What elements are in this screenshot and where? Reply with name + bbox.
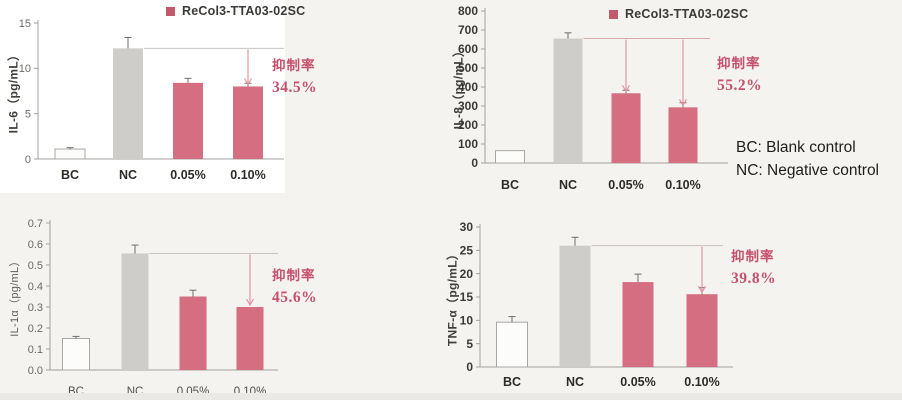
y-tick-label: 0.3 [28, 302, 43, 314]
inhibition-arrow-head [246, 298, 254, 307]
il6-inhibition-annotation: 抑制率 34.5% [272, 59, 317, 95]
y-tick-label: 700 [458, 23, 478, 37]
inhibition-arrow-head [244, 78, 252, 86]
y-tick-label: 300 [458, 99, 478, 113]
bar-BC [62, 338, 90, 371]
legend-label: ReCol3-TTA03-02SC [182, 4, 306, 18]
bar-0.10% [233, 86, 263, 159]
legend-label: ReCol3-TTA03-02SC [625, 7, 749, 21]
chart-il6: 0 5 10 15 BC NC 0.05% 0.10% [19, 18, 284, 182]
tnfa-y-axis-title: TNF-α（pg/mL） [445, 247, 460, 347]
y-tick-label: 0 [25, 154, 31, 166]
y-tick-label: 0.7 [28, 218, 43, 230]
inhibition-rate-value: 55.2% [717, 76, 763, 94]
bar-BC [54, 148, 86, 160]
y-tick-label: 0.6 [28, 239, 43, 251]
x-category-label: 0.10% [665, 178, 700, 192]
x-category-label: 0.05% [608, 178, 643, 192]
inhibition-arrow-head [622, 84, 630, 93]
y-tick-label: 30 [460, 220, 474, 234]
x-category-label: BC [501, 178, 519, 192]
y-tick-label: 20 [460, 267, 474, 281]
y-tick-label: 10 [460, 314, 474, 328]
legend-swatch-icon [609, 9, 618, 19]
y-tick-label: 500 [458, 61, 478, 75]
inhibition-rate-value: 34.5% [272, 78, 318, 96]
negative-control-note: NC: Negative control [736, 162, 880, 179]
blank-control-note: BC: Blank control [736, 139, 856, 156]
x-category-label: BC [503, 375, 521, 389]
y-tick-label: 10 [19, 63, 31, 75]
bar-0.05% [622, 282, 654, 367]
y-tick-label: 100 [458, 137, 478, 151]
bottom-strip [0, 393, 902, 400]
x-category-label: 0.05% [620, 375, 655, 389]
bar-NC [121, 253, 149, 370]
y-tick-label: 25 [460, 244, 474, 258]
y-tick-label: 400 [458, 80, 478, 94]
x-category-label: NC [119, 168, 137, 182]
bar-NC [553, 38, 583, 163]
x-category-label: NC [559, 178, 577, 192]
tnfa-inhibition-annotation: 抑制率 39.8% [731, 250, 776, 286]
legend-il6: ReCol3-TTA03-02SC [166, 4, 305, 18]
y-tick-label: 15 [460, 290, 474, 304]
chart-il1a: 0.00.10.20.30.40.50.60.7BC NC 0.05% 0.10% [28, 218, 278, 398]
il8-inhibition-annotation: 抑制率 55.2% [717, 57, 762, 93]
inhibition-arrow-head [698, 285, 706, 294]
bar-0.05% [611, 93, 641, 163]
y-tick-label: 5 [466, 337, 473, 351]
y-tick-label: 800 [458, 4, 478, 18]
x-category-label: 0.10% [230, 168, 265, 182]
il8-y-axis-title: IL-8（pg/mL） [451, 44, 466, 130]
y-tick-label: 200 [458, 118, 478, 132]
inhibition-rate-value: 45.6% [272, 288, 318, 306]
il6-y-axis-title: IL-6（pg/mL） [6, 48, 21, 134]
legend-swatch-icon [166, 6, 175, 16]
inhibition-rate-label: 抑制率 [272, 268, 316, 283]
il1a-y-axis-title: IL-1α（pg/mL） [9, 255, 21, 337]
chart-tnfa: 0 5 10 15 20 25 30 BC NC 0.05% 0.10% [460, 220, 733, 389]
bar-0.05% [179, 296, 207, 370]
inhibition-rate-value: 39.8% [731, 269, 777, 287]
bar-0.10% [236, 307, 264, 370]
y-tick-label: 600 [458, 42, 478, 56]
y-tick-label: 0.5 [28, 260, 43, 272]
y-tick-label: 0.0 [28, 365, 43, 377]
x-category-label: NC [566, 375, 584, 389]
y-tick-label: 5 [25, 109, 31, 121]
x-category-label: 0.05% [170, 168, 205, 182]
bar-0.10% [668, 107, 698, 163]
y-tick-label: 0.2 [28, 323, 43, 335]
y-tick-label: 0 [471, 156, 478, 170]
bar-BC [495, 150, 525, 164]
y-tick-label: 0.4 [28, 281, 43, 293]
inhibition-arrow-head [679, 99, 687, 107]
bar-BC [496, 321, 528, 368]
chart-il8: 0 100 200 300 400 500 600 700 800 BC NC 0.05% 0.10% [458, 4, 728, 192]
bar-0.10% [686, 294, 718, 367]
inhibition-rate-label: 抑制率 [272, 58, 316, 73]
il1a-inhibition-annotation: 抑制率 45.6% [272, 269, 317, 305]
bar-0.05% [173, 82, 203, 159]
y-tick-label: 0.1 [28, 344, 43, 356]
y-tick-label: 0 [466, 360, 473, 374]
inhibition-rate-label: 抑制率 [717, 56, 761, 71]
legend-il8: ReCol3-TTA03-02SC [609, 7, 748, 21]
inhibition-rate-label: 抑制率 [731, 249, 775, 264]
x-category-label: BC [61, 168, 79, 182]
bar-NC [559, 245, 591, 367]
bar-NC [113, 48, 143, 159]
x-category-label: 0.10% [684, 375, 719, 389]
y-tick-label: 15 [19, 18, 31, 30]
control-abbreviation-note: BC: Blank control NC: Negative control [736, 136, 879, 182]
